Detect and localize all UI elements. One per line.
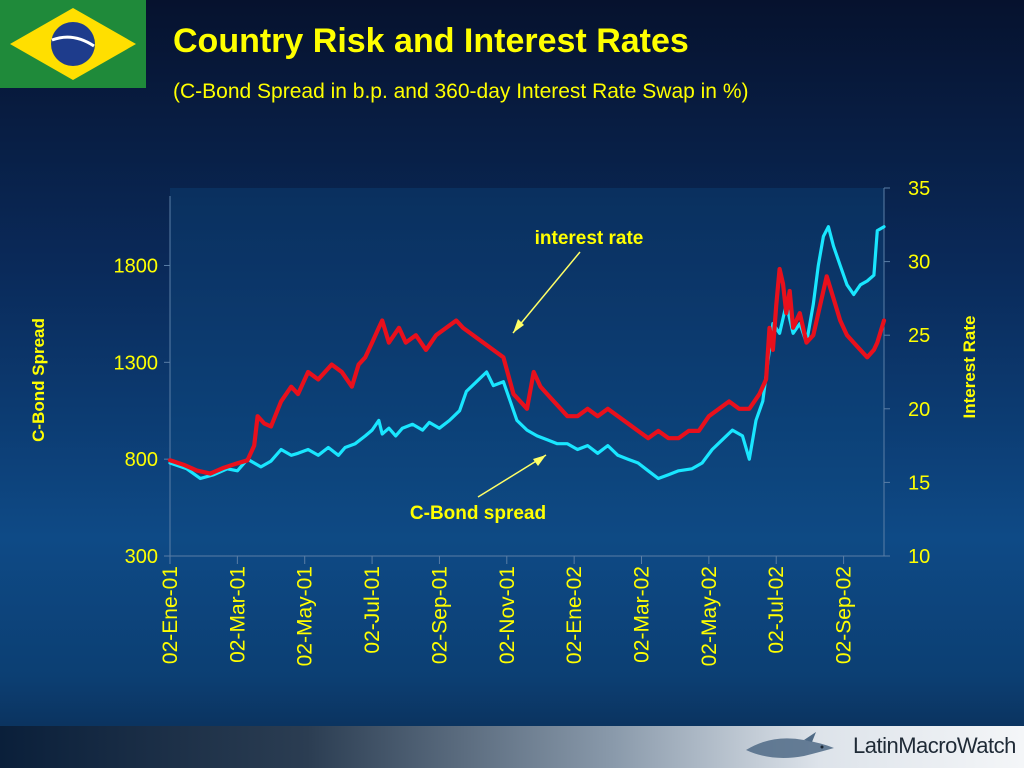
y-tick-label: 800 — [125, 449, 158, 471]
x-tick-label: 02-Jul-02 — [765, 566, 788, 654]
brazil-flag-image — [0, 0, 146, 88]
y-axis-label: C-Bond Spread — [29, 318, 48, 442]
cbond-annotation-arrow — [477, 454, 547, 498]
y2-tick-label: 30 — [908, 252, 930, 274]
x-tick-label: 02-Nov-01 — [496, 566, 519, 664]
x-tick-label: 02-May-01 — [294, 566, 317, 666]
y-tick-label: 1300 — [114, 352, 159, 374]
x-tick-label: 02-Ene-01 — [159, 566, 182, 664]
y-tick-label: 300 — [125, 546, 158, 568]
y2-tick-label: 20 — [908, 399, 930, 421]
x-tick-label: 02-Mar-01 — [226, 566, 249, 663]
y2-tick-label: 25 — [908, 325, 930, 347]
x-tick-label: 02-Mar-02 — [631, 566, 654, 663]
dual-axis-line-chart: 300 800 1300 1800 10 15 20 25 30 35 02-Ene-01 02-Ma… — [29, 178, 979, 666]
x-tick-label: 02-Jul-01 — [361, 566, 384, 654]
y2-axis-label: Interest Rate — [960, 316, 979, 419]
x-tick-label: 02-Sep-02 — [833, 566, 856, 664]
cbond-arrowhead — [533, 455, 546, 466]
plot-area — [170, 188, 884, 556]
interest-rate-arrowhead — [513, 319, 524, 333]
cbond-annotation: C-Bond spread — [410, 503, 546, 524]
interest-rate-annotation-arrow — [512, 251, 581, 334]
page-subtitle: (C-Bond Spread in b.p. and 360-day Inter… — [173, 80, 749, 103]
y-tick-label: 1800 — [114, 255, 159, 277]
x-tick-label: 02-Ene-02 — [563, 566, 586, 664]
y2-tick-label: 15 — [908, 472, 930, 494]
x-tick-label: 02-May-02 — [698, 566, 721, 666]
interest-rate-annotation: interest rate — [535, 228, 644, 249]
x-tick-label: 02-Sep-01 — [428, 566, 451, 664]
y2-tick-label: 10 — [908, 546, 930, 568]
page-title: Country Risk and Interest Rates — [173, 22, 689, 60]
brand-name: LatinMacroWatch — [853, 733, 1016, 758]
y2-tick-label: 35 — [908, 178, 930, 200]
fish-logo-icon — [746, 732, 834, 758]
interest-rate-line — [167, 266, 887, 476]
footer-bar — [0, 726, 1024, 768]
